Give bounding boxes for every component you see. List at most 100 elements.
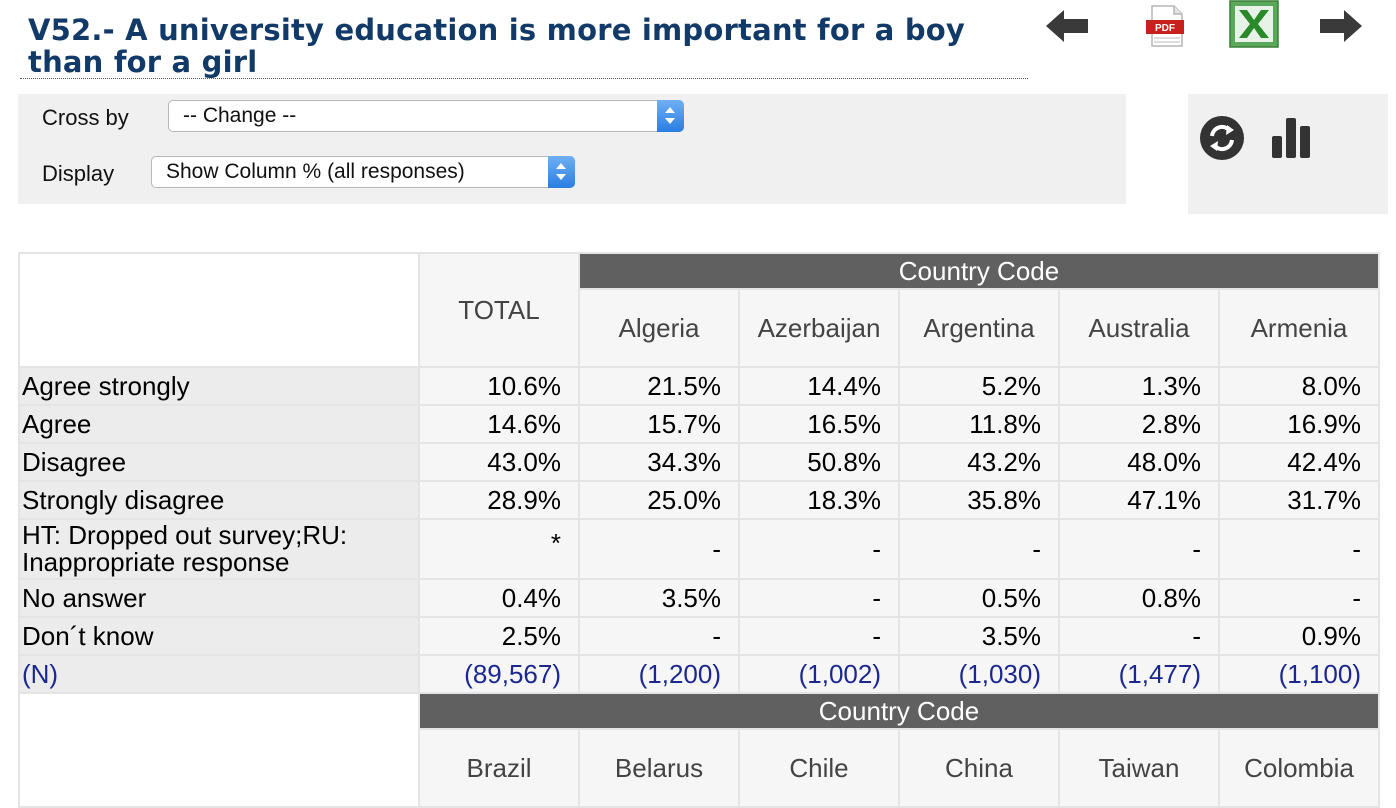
column-header[interactable]: Algeria [578,288,740,368]
pdf-icon[interactable]: PDF [1144,4,1188,48]
table-row: (N) (89,567) (1,200) (1,002) (1,030) (1,… [18,654,1380,694]
cell-value: * [418,518,580,580]
row-label: No answer [18,578,420,618]
column-header[interactable]: Brazil [418,728,580,808]
cell-value: 15.7% [578,404,740,444]
column-header[interactable]: Chile [738,728,900,808]
cross-by-value: -- Change -- [183,104,297,127]
cell-value: - [578,518,740,580]
cross-by-select[interactable]: -- Change -- [168,100,684,132]
row-label: Agree strongly [18,366,420,406]
actions-panel [1188,94,1388,214]
column-header[interactable]: Colombia [1218,728,1380,808]
cell-value: 0.8% [1058,578,1220,618]
cell-value: 0.5% [898,578,1060,618]
cell-value: 34.3% [578,442,740,482]
table-row: Don´t know 2.5% - - 3.5% - 0.9% [18,616,1380,656]
cell-value: - [898,518,1060,580]
table-row: Strongly disagree 28.9% 25.0% 18.3% 35.8… [18,480,1380,520]
cell-value: (1,030) [898,654,1060,694]
cell-value: - [1058,616,1220,656]
table-row: HT: Dropped out survey;RU: Inappropriate… [18,518,1380,580]
column-header[interactable]: Armenia [1218,288,1380,368]
bar-chart-icon[interactable] [1270,116,1318,160]
cell-value: 43.2% [898,442,1060,482]
cell-value: - [1218,578,1380,618]
column-header[interactable]: Taiwan [1058,728,1220,808]
column-header[interactable]: Argentina [898,288,1060,368]
cell-value: 11.8% [898,404,1060,444]
cell-value: 14.4% [738,366,900,406]
row-label: Strongly disagree [18,480,420,520]
cell-value: - [738,518,900,580]
header-corner [18,692,420,808]
row-label: Don´t know [18,616,420,656]
column-header[interactable]: Belarus [578,728,740,808]
cell-value: - [578,616,740,656]
cell-value: 35.8% [898,480,1060,520]
cell-value: 47.1% [1058,480,1220,520]
row-label: Disagree [18,442,420,482]
table-row: Agree strongly 10.6% 21.5% 14.4% 5.2% 1.… [18,366,1380,406]
cell-value: - [1058,518,1220,580]
column-header[interactable]: China [898,728,1060,808]
title-divider [20,78,1028,79]
excel-icon[interactable] [1229,0,1279,48]
refresh-icon[interactable] [1198,114,1246,162]
arrow-left-icon[interactable] [1042,4,1094,48]
cell-value: 2.8% [1058,404,1220,444]
table-row: Agree 14.6% 15.7% 16.5% 11.8% 2.8% 16.9% [18,404,1380,444]
cell-value: - [738,616,900,656]
cell-value: 28.9% [418,480,580,520]
cell-value: (1,100) [1218,654,1380,694]
display-label: Display [42,161,115,186]
row-label: HT: Dropped out survey;RU: Inappropriate… [18,518,420,580]
cell-value: 16.5% [738,404,900,444]
cell-value: 14.6% [418,404,580,444]
total-header: TOTAL [418,252,580,368]
cell-value: 43.0% [418,442,580,482]
cell-value: 42.4% [1218,442,1380,482]
cell-value: 50.8% [738,442,900,482]
table-row: Disagree 43.0% 34.3% 50.8% 43.2% 48.0% 4… [18,442,1380,482]
table-row: No answer 0.4% 3.5% - 0.5% 0.8% - [18,578,1380,618]
header-corner [18,252,420,368]
cell-value: (1,477) [1058,654,1220,694]
controls-panel: Cross by -- Change -- Display Show Colum… [18,94,1126,204]
cell-value: (89,567) [418,654,580,694]
pdf-label: PDF [1155,23,1175,34]
cell-value: 18.3% [738,480,900,520]
chevron-updown-icon[interactable] [657,100,684,132]
display-select[interactable]: Show Column % (all responses) [151,156,575,188]
cell-value: 8.0% [1218,366,1380,406]
cell-value: - [1218,518,1380,580]
cell-value: 3.5% [578,578,740,618]
cell-value: - [738,578,900,618]
cell-value: 2.5% [418,616,580,656]
chevron-updown-icon[interactable] [548,156,575,188]
group-header: Country Code [418,692,1380,730]
column-header[interactable]: Australia [1058,288,1220,368]
cell-value: (1,002) [738,654,900,694]
cell-value: 31.7% [1218,480,1380,520]
cell-value: 48.0% [1058,442,1220,482]
arrow-right-icon[interactable] [1314,4,1366,48]
cell-value: 21.5% [578,366,740,406]
column-header[interactable]: Azerbaijan [738,288,900,368]
cell-value: 3.5% [898,616,1060,656]
row-label: (N) [18,654,420,694]
cell-value: 1.3% [1058,366,1220,406]
cell-value: 0.4% [418,578,580,618]
cell-value: 5.2% [898,366,1060,406]
crosstab-table: TOTAL Country Code Algeria Azerbaijan Ar… [18,252,1380,808]
group-header: Country Code [578,252,1380,290]
cell-value: 0.9% [1218,616,1380,656]
page-title: V52.- A university education is more imp… [28,13,966,79]
cell-value: 25.0% [578,480,740,520]
cross-by-label: Cross by [42,105,129,130]
cell-value: 16.9% [1218,404,1380,444]
cell-value: (1,200) [578,654,740,694]
row-label: Agree [18,404,420,444]
cell-value: 10.6% [418,366,580,406]
display-value: Show Column % (all responses) [166,160,465,183]
